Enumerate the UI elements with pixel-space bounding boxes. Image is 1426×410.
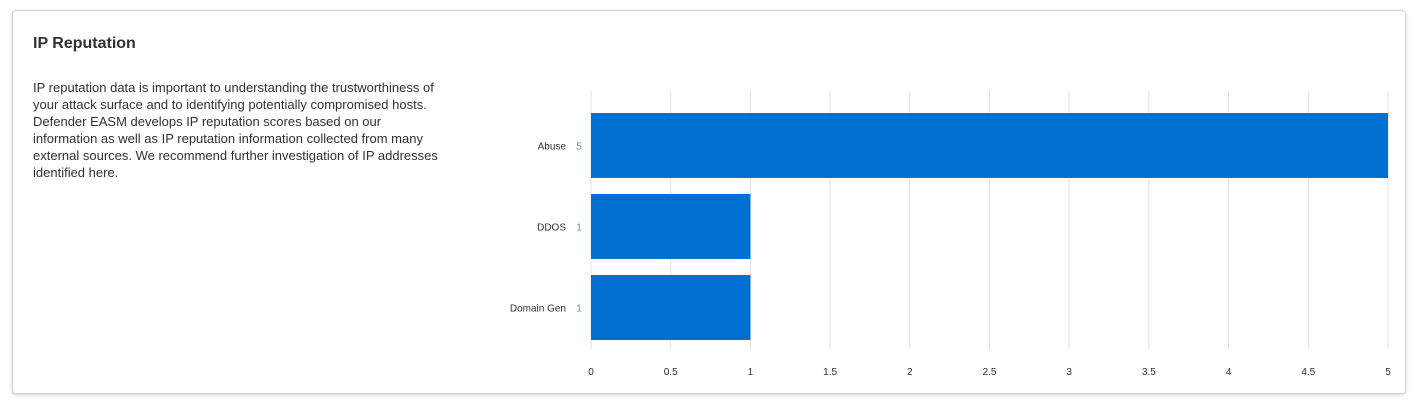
x-tick-label: 3 xyxy=(1066,367,1072,378)
x-tick-label: 2 xyxy=(907,367,913,378)
ip-reputation-chart: 0 0.5 1 1.5 2 2.5 3 3.5 4 4.5 5 Abuse 5 DDOS 1 Domain G… xyxy=(483,81,1393,381)
bar-abuse[interactable] xyxy=(591,113,1388,178)
category-label: DDOS xyxy=(537,223,566,234)
x-tick-label: 0.5 xyxy=(664,367,678,378)
value-label: 1 xyxy=(576,304,582,315)
bar-chart-svg: 0 0.5 1 1.5 2 2.5 3 3.5 4 4.5 5 Abuse 5 DDOS 1 Domain G… xyxy=(510,91,1391,378)
x-tick-label: 4.5 xyxy=(1301,367,1315,378)
value-label: 5 xyxy=(576,142,582,153)
x-tick-label: 1 xyxy=(748,367,754,378)
bar-ddos[interactable] xyxy=(591,194,751,259)
x-tick-label: 4 xyxy=(1226,367,1232,378)
category-label: Abuse xyxy=(538,142,567,153)
card-description: IP reputation data is important to under… xyxy=(33,80,438,180)
x-tick-label: 5 xyxy=(1385,367,1391,378)
x-tick-label: 2.5 xyxy=(983,367,997,378)
category-label: Domain Gen xyxy=(510,304,566,315)
card-title: IP Reputation xyxy=(33,35,136,52)
ip-reputation-card: IP Reputation IP reputation data is impo… xyxy=(12,10,1406,394)
x-tick-label: 3.5 xyxy=(1142,367,1156,378)
bar-domain-gen[interactable] xyxy=(591,275,751,340)
x-tick-label: 1.5 xyxy=(823,367,837,378)
x-tick-label: 0 xyxy=(588,367,594,378)
value-label: 1 xyxy=(576,223,582,234)
